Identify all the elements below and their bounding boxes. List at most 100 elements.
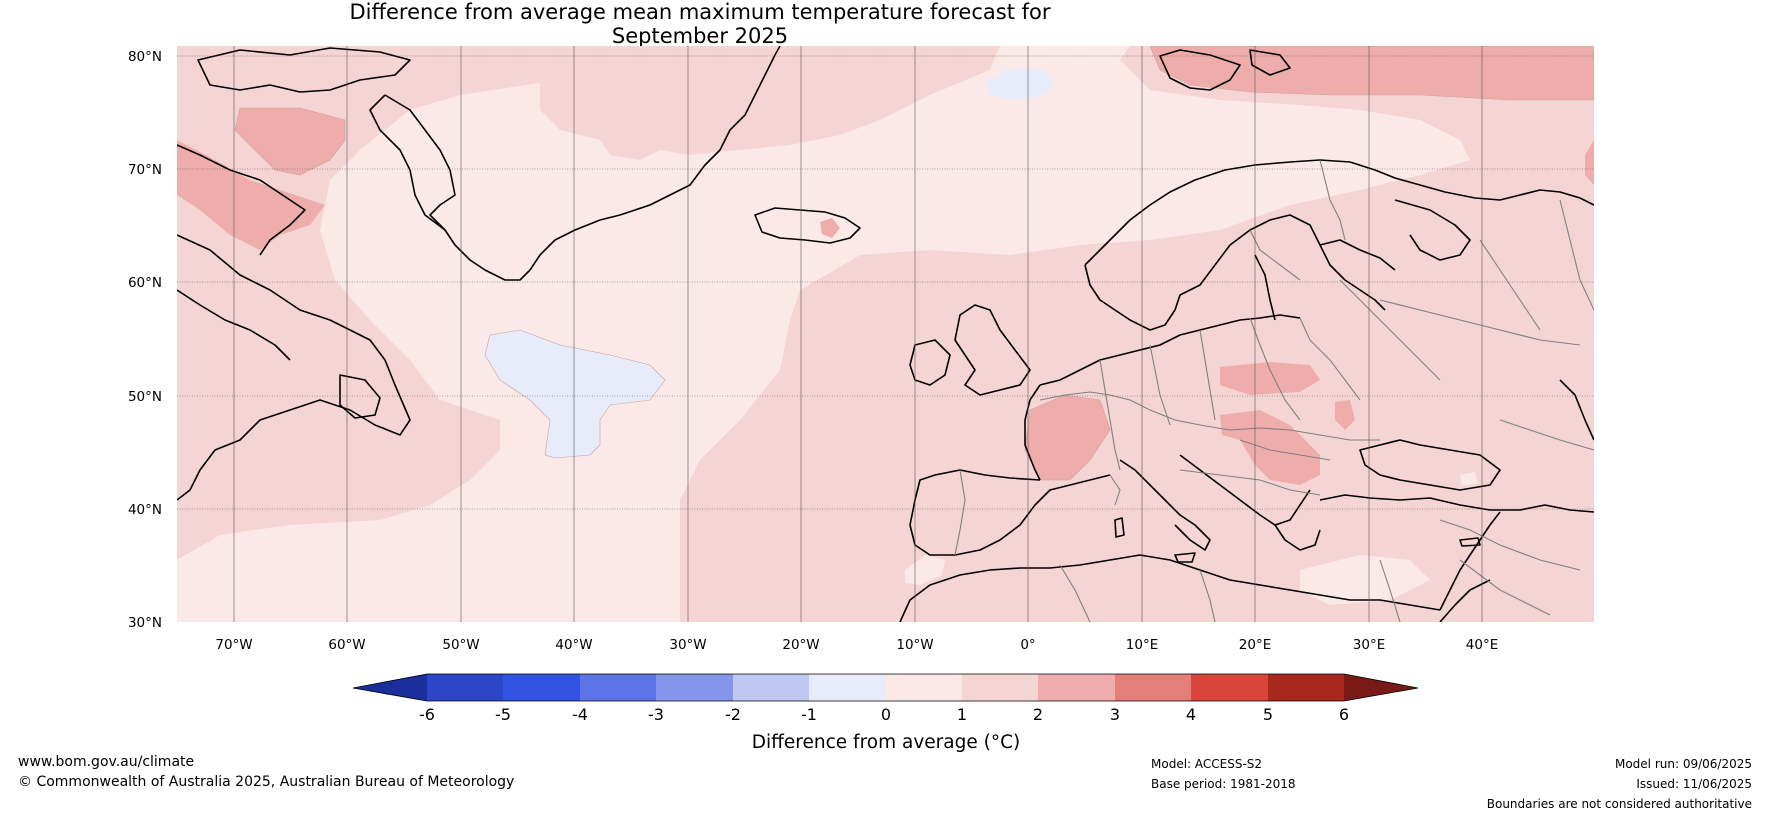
- colorbar: -6 -5 -4 -3 -2 -1 0 1 2 3 4 5 6 Differen…: [352, 673, 1419, 753]
- coast-balkans: [1179, 454, 1311, 526]
- coast-north-africa: [899, 554, 1441, 622]
- colorbar-segment-m3-m2: [656, 674, 733, 701]
- lon-label-0: 0°: [1020, 637, 1035, 653]
- footer-left: www.bom.gov.au/climate © Commonwealth of…: [18, 752, 514, 792]
- coast-iceland: [754, 207, 861, 244]
- coast-newfoundland: [339, 374, 381, 419]
- cb-tick-3: 3: [1110, 705, 1120, 724]
- coast-greece: [1274, 524, 1321, 551]
- map-title: Difference from average mean maximum tem…: [0, 0, 1400, 48]
- cb-tick-0: 0: [881, 705, 891, 724]
- region-1-2-north-atlantic: [540, 46, 1000, 160]
- coast-kola: [1394, 199, 1471, 261]
- coast-italy: [1119, 459, 1211, 551]
- title-line-2: September 2025: [611, 24, 789, 48]
- model-run-text: Model run: 09/06/2025: [1614, 757, 1752, 771]
- colorbar-segment-3-4: [1115, 674, 1191, 701]
- website-link[interactable]: www.bom.gov.au/climate: [18, 754, 195, 770]
- colorbar-segment-1-2: [962, 674, 1038, 701]
- region-light-black-sea: [1460, 472, 1478, 485]
- cb-tick-1: 1: [957, 705, 967, 724]
- disclaimer-text: Boundaries are not considered authoritat…: [1486, 797, 1752, 811]
- colorbar-outline: [352, 673, 1419, 702]
- region-2-3-svalbard: [1150, 46, 1594, 100]
- lat-label-40n: 40°N: [128, 502, 162, 518]
- meridians: [233, 46, 1483, 622]
- lon-label-10e: 10°E: [1126, 637, 1158, 653]
- colorbar-segment-0-1: [886, 674, 962, 701]
- contour-lines: [234, 46, 1594, 481]
- colorbar-segment-4-5: [1191, 674, 1268, 701]
- colorbar-segment-2-3: [1038, 674, 1115, 701]
- colorbar-segment-m6-m5: [427, 674, 503, 701]
- colorbar-tick-labels: -6 -5 -4 -3 -2 -1 0 1 2 3 4 5 6: [419, 705, 1349, 724]
- political-borders: [954, 159, 1594, 622]
- coast-sicily: [1174, 552, 1196, 563]
- lat-label-50n: 50°N: [128, 389, 162, 405]
- coast-greenland-west: [369, 94, 446, 231]
- coast-levant: [1439, 511, 1501, 611]
- coast-france-west: [1024, 384, 1041, 481]
- coast-red-sea: [1439, 579, 1491, 622]
- lat-label-30n: 30°N: [128, 615, 162, 631]
- anomaly-1-2-regions: [177, 46, 1594, 622]
- cb-tick-m6: -6: [419, 705, 435, 724]
- colorbar-extend-low: [353, 674, 427, 701]
- region-2-3-east-edge: [1585, 140, 1594, 185]
- issued-text: Issued: 11/06/2025: [1636, 777, 1752, 791]
- region-2-3-ukraine: [1335, 400, 1355, 430]
- lon-label-40w: 40°W: [555, 637, 592, 653]
- region-light-egypt: [1300, 555, 1430, 605]
- region-2-3-baffin: [235, 108, 345, 175]
- cb-tick-m1: -1: [801, 705, 817, 724]
- coast-cyprus: [1459, 537, 1481, 547]
- anomaly-2-3-regions: [177, 46, 1594, 485]
- region-cool-norwegian-sea: [985, 68, 1055, 100]
- coast-caspian: [1559, 379, 1594, 441]
- latitude-labels: 80°N 70°N 60°N 50°N 40°N 30°N: [128, 49, 162, 631]
- lat-label-70n: 70°N: [128, 162, 162, 178]
- cb-tick-4: 4: [1186, 705, 1196, 724]
- coast-ireland: [909, 339, 951, 386]
- cb-tick-5: 5: [1263, 705, 1273, 724]
- region-2-3-canadian-arctic: [177, 140, 325, 250]
- lon-label-40e: 40°E: [1466, 637, 1498, 653]
- anomaly-cool-regions: [485, 68, 1055, 458]
- lat-label-80n: 80°N: [128, 49, 162, 65]
- region-cool-mid-atlantic: [485, 330, 665, 458]
- region-2-3-iceland: [820, 218, 840, 238]
- lat-label-60n: 60°N: [128, 275, 162, 291]
- region-2-3-france: [1025, 395, 1110, 480]
- cb-tick-2: 2: [1033, 705, 1043, 724]
- coast-sardinia: [1114, 517, 1125, 538]
- colorbar-segment-m5-m4: [503, 674, 580, 701]
- colorbar-segment-m1-0: [809, 674, 886, 701]
- coast-svalbard: [1159, 49, 1291, 91]
- colorbar-title: Difference from average (°C): [752, 732, 1020, 753]
- coast-turkey: [1319, 494, 1594, 513]
- coast-labrador: [177, 234, 411, 501]
- colorbar-segment-m4-m3: [580, 674, 656, 701]
- colorbar-segment-m2-m1: [733, 674, 809, 701]
- gridlines: [177, 55, 1594, 510]
- longitude-labels: 70°W 60°W 50°W 40°W 30°W 20°W 10°W 0° 10…: [215, 637, 1498, 653]
- coast-norway: [1084, 159, 1594, 266]
- cb-tick-m5: -5: [495, 705, 511, 724]
- cb-tick-6: 6: [1339, 705, 1349, 724]
- lon-label-60w: 60°W: [328, 637, 365, 653]
- lon-label-20w: 20°W: [782, 637, 819, 653]
- colorbar-segment-5-6: [1268, 674, 1344, 701]
- region-2-3-poland: [1220, 362, 1320, 395]
- lon-label-30e: 30°E: [1353, 637, 1385, 653]
- model-text: Model: ACCESS-S2: [1151, 757, 1263, 771]
- coastlines: [177, 46, 1594, 622]
- lon-label-30w: 30°W: [669, 637, 706, 653]
- coast-greenland: [197, 46, 781, 281]
- coast-black-sea: [1359, 439, 1501, 491]
- coast-continent: [1039, 314, 1301, 386]
- coast-norway-south: [1084, 264, 1176, 331]
- base-period-text: Base period: 1981-2018: [1151, 777, 1296, 791]
- cb-tick-m2: -2: [725, 705, 741, 724]
- colorbar-extend-high: [1344, 674, 1418, 701]
